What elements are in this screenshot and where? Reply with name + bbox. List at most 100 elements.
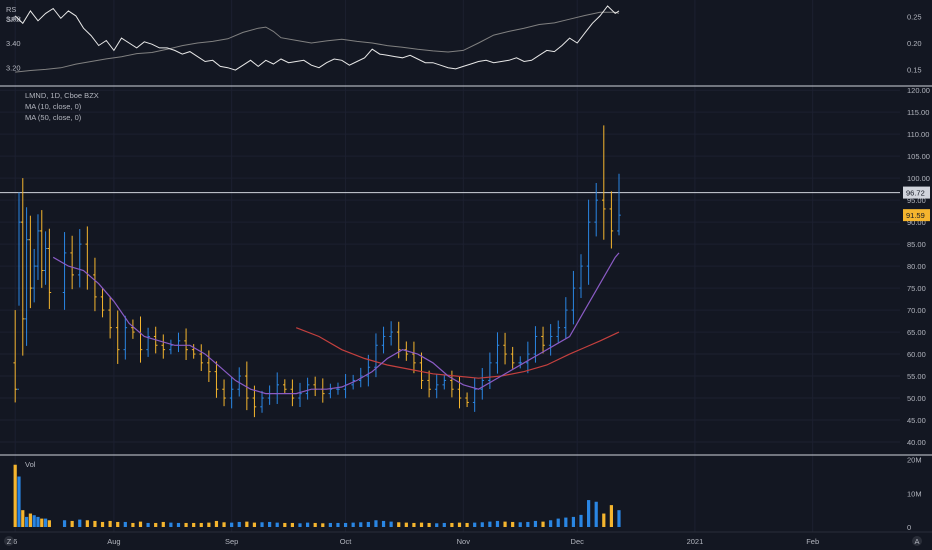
- volume-bar: [571, 516, 576, 527]
- price-tick: 40.00: [907, 438, 926, 447]
- volume-bar: [564, 517, 568, 527]
- volume-bar: [260, 522, 264, 527]
- rs-left-axis: 3.60 3.40 3.20: [6, 14, 21, 72]
- volume-bar: [533, 520, 538, 527]
- rs-left-tick: 3.20: [6, 64, 21, 73]
- volume-bar: [526, 521, 530, 527]
- rs-legend-rs: RS: [6, 5, 16, 14]
- volume-tick: 20M: [907, 456, 922, 465]
- volume-bar: [359, 522, 363, 527]
- volume-bar: [146, 522, 150, 527]
- rs-right-tick: 0.15: [907, 65, 922, 74]
- volume-bar: [24, 516, 29, 527]
- price-legend-symbol: LMND, 1D, Cboe BZX: [25, 91, 99, 100]
- price-tick: 80.00: [907, 262, 926, 271]
- price-labels: 96.72 91.59: [903, 186, 930, 222]
- rs-pane: RS SPX 3.60 3.40 3.20 0.25 0.20 0.15: [6, 5, 922, 74]
- volume-bar: [199, 522, 203, 527]
- volume-bar: [47, 520, 51, 527]
- volume-bar: [13, 464, 17, 527]
- volume-axis: 20M 10M 0: [907, 456, 922, 532]
- rs-left-tick: 3.40: [6, 39, 21, 48]
- volume-bar: [321, 523, 325, 527]
- volume-bar: [161, 521, 165, 527]
- volume-bar: [404, 522, 408, 527]
- volume-bar: [579, 514, 583, 527]
- volume-bar: [328, 522, 332, 527]
- volume-bar: [100, 521, 105, 527]
- volume-bar: [93, 520, 97, 527]
- price-tick: 45.00: [907, 416, 926, 425]
- volume-bar: [313, 522, 317, 527]
- last-price-box: [903, 209, 930, 222]
- volume-bar: [435, 523, 439, 527]
- time-tick: 6: [13, 537, 17, 546]
- grid: [0, 0, 900, 532]
- volume-bar: [252, 522, 257, 527]
- time-axis[interactable]: 6 Aug Sep Oct Nov Dec 2021 Feb: [13, 537, 819, 546]
- volume-bar: [511, 521, 515, 527]
- volume-bar: [397, 522, 401, 527]
- ma50-line: [295, 327, 620, 379]
- volume-bar: [473, 522, 477, 527]
- volume-bar: [442, 522, 446, 527]
- volume-bar: [290, 522, 295, 527]
- price-tick: 70.00: [907, 306, 926, 315]
- volume-bar: [419, 522, 424, 527]
- a-icon[interactable]: A: [914, 537, 919, 546]
- price-tick: 110.00: [907, 130, 929, 139]
- volume-bar: [138, 521, 143, 527]
- volume-bar: [381, 520, 386, 527]
- volume-bar: [237, 521, 241, 527]
- time-tick: Feb: [806, 537, 819, 546]
- volume-bar: [343, 522, 348, 527]
- a-icon-bg[interactable]: [912, 536, 922, 546]
- rs-line: [14, 5, 620, 71]
- rs-lines: [14, 5, 620, 73]
- price-tick: 90.00: [907, 218, 926, 227]
- z-icon[interactable]: Z: [7, 537, 12, 546]
- volume-pane: Vol 20M 10M 0: [13, 456, 922, 532]
- volume-legend: Vol: [25, 460, 36, 469]
- volume-bar: [131, 522, 135, 527]
- price-legend-ma10: MA (10, close, 0): [25, 102, 82, 111]
- volume-bar: [62, 520, 67, 527]
- rs-right-tick: 0.20: [907, 39, 922, 48]
- price-tick: 105.00: [907, 152, 930, 161]
- price-tick: 115.00: [907, 108, 929, 117]
- volume-bar: [21, 510, 25, 527]
- volume-bar: [374, 520, 378, 527]
- volume-bar: [305, 522, 310, 527]
- volume-bar: [518, 522, 522, 527]
- volume-bar: [336, 522, 340, 527]
- volume-bar: [207, 522, 211, 527]
- price-tick: 50.00: [907, 394, 926, 403]
- z-icon-bg[interactable]: [4, 536, 14, 546]
- hline-price-text: 96.72: [906, 189, 925, 198]
- volume-bar: [503, 521, 507, 527]
- moving-averages: [52, 252, 620, 395]
- volume-bar: [154, 522, 158, 527]
- volume-bar: [465, 522, 469, 527]
- volume-bar: [617, 510, 621, 527]
- volume-bar: [549, 520, 553, 527]
- volume-bar: [230, 522, 234, 527]
- price-tick: 75.00: [907, 284, 926, 293]
- volume-bar: [192, 522, 196, 527]
- price-tick: 85.00: [907, 240, 926, 249]
- last-price-text: 91.59: [906, 211, 925, 220]
- volume-bar: [488, 521, 492, 527]
- rs-left-tick: 3.60: [6, 14, 21, 23]
- volume-bar: [184, 522, 188, 527]
- volume-bar: [268, 521, 272, 527]
- volume-bar: [40, 518, 44, 527]
- volume-bar: [298, 523, 302, 527]
- volume-bar: [78, 519, 82, 527]
- volume-bar: [222, 522, 226, 527]
- volume-bar: [85, 520, 89, 527]
- spx-line: [15, 11, 620, 73]
- volume-bar: [214, 520, 219, 527]
- volume-tick: 10M: [907, 489, 922, 498]
- volume-bar: [412, 522, 416, 527]
